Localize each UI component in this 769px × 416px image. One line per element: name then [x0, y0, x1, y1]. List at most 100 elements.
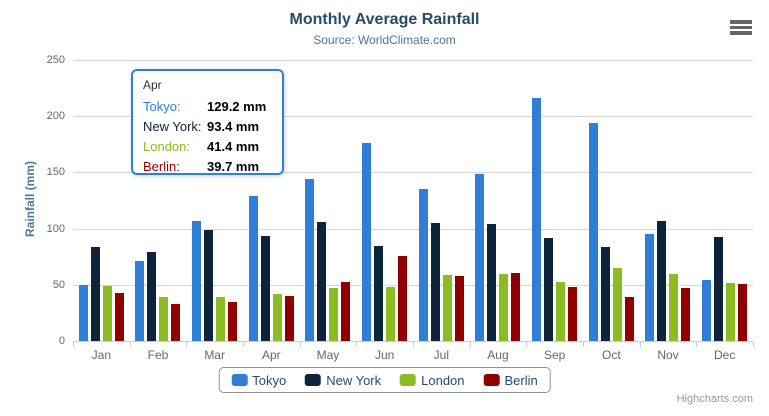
- bar-new-york-aug[interactable]: [487, 224, 497, 341]
- bar-berlin-may[interactable]: [341, 282, 351, 341]
- bar-london-sep[interactable]: [556, 282, 566, 341]
- bar-group-jun: [356, 60, 413, 341]
- legend-item-berlin[interactable]: Berlin: [483, 372, 538, 388]
- bar-berlin-apr[interactable]: [284, 296, 294, 341]
- bar-new-york-oct[interactable]: [600, 247, 610, 341]
- legend-item-new-york[interactable]: New York: [305, 373, 381, 388]
- bar-berlin-dec[interactable]: [738, 284, 748, 341]
- tooltip-row: Tokyo: 129.2 mm: [143, 97, 272, 117]
- x-axis-tick: [696, 342, 698, 347]
- x-axis-label: Feb: [147, 348, 169, 362]
- gridline: [73, 172, 753, 174]
- bar-new-york-sep[interactable]: [544, 238, 554, 341]
- bar-london-jul[interactable]: [442, 275, 452, 341]
- bar-tokyo-aug[interactable]: [475, 174, 485, 341]
- bar-london-may[interactable]: [329, 288, 339, 341]
- tooltip-series-value: 39.7 mm: [207, 159, 260, 174]
- export-menu-button[interactable]: [728, 19, 754, 38]
- bar-group-aug: [470, 60, 527, 341]
- legend-swatch-icon: [400, 374, 417, 386]
- bar-berlin-oct[interactable]: [624, 297, 634, 341]
- bar-tokyo-feb[interactable]: [135, 261, 145, 341]
- tooltip-series-value: 93.4 mm: [207, 119, 260, 134]
- bar-london-feb[interactable]: [159, 297, 169, 341]
- bar-new-york-mar[interactable]: [204, 230, 214, 341]
- chart-title: Monthly Average Rainfall: [289, 11, 480, 28]
- legend: Tokyo New York London Berlin: [218, 367, 551, 393]
- bar-tokyo-may[interactable]: [305, 179, 315, 341]
- bar-new-york-jul[interactable]: [430, 223, 440, 341]
- x-axis-tick: [753, 342, 754, 347]
- bar-group-jul: [413, 60, 470, 341]
- gridline: [73, 228, 753, 230]
- x-axis-tick: [639, 342, 641, 347]
- gridline: [73, 284, 753, 286]
- bar-tokyo-jun[interactable]: [362, 143, 372, 341]
- bar-new-york-jan[interactable]: [90, 247, 100, 341]
- legend-label: Berlin: [504, 372, 538, 388]
- gridline: [73, 60, 753, 61]
- x-axis-tick: [413, 342, 414, 347]
- bar-tokyo-oct[interactable]: [588, 123, 598, 341]
- bar-tokyo-mar[interactable]: [192, 221, 202, 341]
- bar-london-mar[interactable]: [216, 297, 226, 341]
- legend-swatch-icon: [231, 374, 248, 386]
- legend-label: New York: [326, 372, 382, 388]
- legend-label: Tokyo: [252, 372, 287, 388]
- hamburger-icon: [730, 31, 752, 35]
- bar-london-oct[interactable]: [612, 268, 622, 341]
- legend-item-tokyo[interactable]: Tokyo: [231, 373, 286, 388]
- tooltip-header: Apr: [143, 78, 162, 92]
- bar-london-dec[interactable]: [726, 283, 736, 341]
- hamburger-icon: [730, 20, 752, 24]
- bar-berlin-jan[interactable]: [114, 293, 124, 341]
- bar-group-sep: [526, 60, 583, 341]
- bar-new-york-nov[interactable]: [657, 221, 667, 341]
- plot-area: [73, 60, 754, 347]
- credits-link[interactable]: Highcharts.com: [676, 393, 753, 405]
- tooltip-series-value: 129.2 mm: [207, 99, 267, 114]
- bar-berlin-mar[interactable]: [228, 302, 238, 341]
- bar-group-oct: [583, 60, 640, 341]
- y-axis-label: 0: [58, 335, 65, 347]
- x-axis-tick: [186, 342, 188, 347]
- tooltip-series-label: Berlin:: [143, 159, 180, 174]
- x-axis-label: Oct: [601, 348, 621, 362]
- bar-new-york-may[interactable]: [317, 222, 327, 341]
- bar-london-aug[interactable]: [499, 274, 509, 341]
- bar-new-york-dec[interactable]: [714, 237, 724, 341]
- tooltip-row: London: 41.4 mm: [143, 137, 272, 157]
- bar-berlin-jul[interactable]: [454, 276, 464, 341]
- hamburger-icon: [730, 25, 752, 30]
- bar-group-jan: [73, 60, 130, 341]
- bar-london-jun[interactable]: [386, 287, 396, 341]
- bar-group-apr: [243, 60, 300, 341]
- bar-berlin-jun[interactable]: [398, 256, 408, 341]
- bar-london-nov[interactable]: [669, 274, 679, 341]
- bar-tokyo-nov[interactable]: [645, 234, 655, 341]
- bar-new-york-apr[interactable]: [260, 236, 270, 341]
- x-axis-label: Mar: [204, 348, 225, 362]
- bar-london-jan[interactable]: [102, 286, 112, 341]
- bar-new-york-feb[interactable]: [147, 252, 157, 341]
- bar-london-apr[interactable]: [272, 294, 282, 341]
- tooltip-series-value: 41.4 mm: [207, 139, 260, 154]
- legend-item-london[interactable]: London: [400, 373, 465, 388]
- x-axis-tick: [243, 342, 244, 347]
- bar-tokyo-apr[interactable]: [248, 196, 258, 341]
- y-axis-label: 250: [46, 54, 65, 66]
- bar-berlin-nov[interactable]: [681, 288, 691, 341]
- bar-berlin-sep[interactable]: [568, 287, 578, 341]
- bar-tokyo-jul[interactable]: [418, 189, 428, 341]
- bar-new-york-jun[interactable]: [374, 246, 384, 341]
- y-axis-label: 50: [52, 278, 65, 291]
- x-axis-label: Apr: [261, 348, 281, 362]
- bar-tokyo-sep[interactable]: [532, 98, 542, 341]
- x-axis-tick: [73, 342, 74, 347]
- bar-berlin-feb[interactable]: [171, 304, 181, 341]
- bar-tokyo-jan[interactable]: [78, 285, 88, 341]
- x-axis-tick: [526, 342, 528, 347]
- bar-tokyo-dec[interactable]: [702, 280, 712, 341]
- gridline: [73, 116, 753, 118]
- bar-berlin-aug[interactable]: [511, 273, 521, 341]
